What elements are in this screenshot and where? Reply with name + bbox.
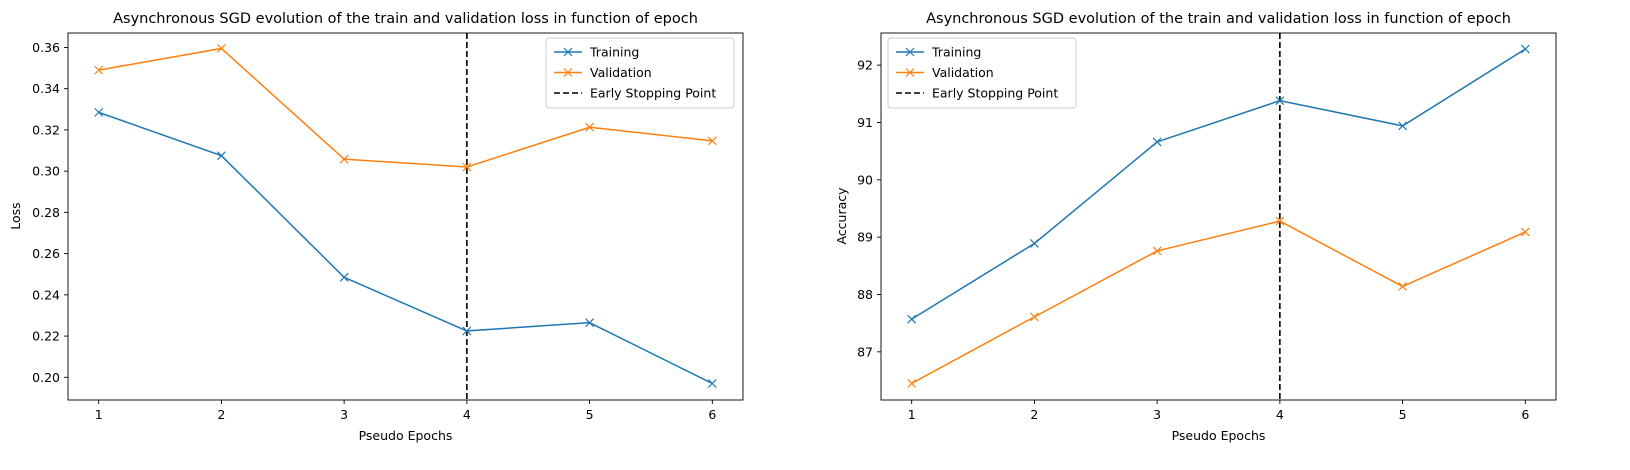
- plot-frame: [67, 32, 744, 401]
- x-tick-label: 5: [1399, 407, 1407, 422]
- y-tick-label: 0.24: [32, 287, 60, 302]
- x-tick-label: 4: [463, 407, 471, 422]
- legend-label: Early Stopping Point: [590, 86, 716, 101]
- legend: Training Validation Early Stopping Point: [545, 37, 735, 109]
- y-tick-label: 0.28: [32, 205, 60, 220]
- x-tick-label: 2: [217, 407, 225, 422]
- legend-marker: [905, 47, 915, 57]
- x-tick-label: 1: [908, 407, 916, 422]
- legend-marker: [905, 68, 915, 77]
- legend-marker: [563, 68, 573, 77]
- y-tick-label: 0.20: [32, 370, 60, 385]
- x-tick-label: 3: [340, 407, 348, 422]
- series-line-training: [98, 111, 713, 385]
- x-tick-label: 4: [1276, 407, 1284, 422]
- data-point-validation: [1152, 246, 1162, 256]
- data-point-training: [1275, 96, 1285, 106]
- legend-label: Validation: [590, 65, 652, 80]
- data-point-validation: [1275, 216, 1285, 226]
- data-point-training: [1029, 239, 1039, 248]
- y-tick-label: 0.30: [32, 164, 60, 179]
- y-tick-label: 0.22: [32, 329, 60, 344]
- legend-marker: [563, 47, 573, 57]
- data-point-training: [339, 272, 349, 282]
- y-tick-label: 90: [857, 172, 873, 187]
- series-line-training: [911, 48, 1526, 320]
- y-tick-label: 0.26: [32, 246, 60, 261]
- y-tick-label: 91: [857, 115, 873, 130]
- data-point-training: [707, 379, 717, 388]
- data-point-training: [94, 107, 104, 117]
- y-axis-label: Accuracy: [834, 187, 849, 245]
- legend-label: Validation: [932, 65, 994, 80]
- x-tick-label: 5: [586, 407, 594, 422]
- legend: Training Validation Early Stopping Point: [887, 37, 1077, 109]
- chart-title: Asynchronous SGD evolution of the train …: [926, 11, 1511, 27]
- data-point-validation: [339, 154, 349, 164]
- data-point-validation: [907, 378, 917, 388]
- legend-label: Training: [931, 45, 981, 60]
- plot-frame: [880, 32, 1557, 401]
- data-point-validation: [1029, 312, 1039, 322]
- data-point-validation: [1398, 282, 1408, 291]
- data-point-validation: [707, 136, 717, 146]
- y-tick-label: 0.34: [32, 81, 60, 96]
- data-point-training: [1398, 121, 1408, 131]
- data-point-training: [1520, 44, 1530, 54]
- x-tick-label: 6: [1521, 407, 1529, 422]
- x-tick-label: 3: [1153, 407, 1161, 422]
- x-tick-label: 2: [1030, 407, 1038, 422]
- data-point-validation: [1520, 227, 1530, 237]
- x-tick-label: 6: [708, 407, 716, 422]
- data-point-training: [462, 326, 472, 336]
- y-tick-label: 0.32: [32, 122, 60, 137]
- x-axis-label: Pseudo Epochs: [1172, 428, 1266, 443]
- y-axis-label: Loss: [8, 202, 23, 229]
- data-point-training: [216, 151, 226, 161]
- accuracy-chart: Asynchronous SGD evolution of the train …: [834, 11, 1557, 443]
- y-tick-label: 89: [857, 230, 873, 245]
- series-line-validation: [98, 47, 713, 168]
- series-line-validation: [911, 220, 1526, 385]
- data-point-validation: [585, 122, 595, 132]
- data-point-training: [907, 314, 917, 324]
- x-tick-label: 1: [95, 407, 103, 422]
- y-tick-label: 88: [857, 287, 873, 302]
- chart-title: Asynchronous SGD evolution of the train …: [113, 11, 698, 27]
- data-point-training: [585, 318, 595, 328]
- x-axis-label: Pseudo Epochs: [359, 428, 453, 443]
- legend-box: [545, 37, 735, 109]
- data-point-validation: [216, 44, 226, 53]
- data-point-validation: [462, 162, 472, 172]
- y-tick-label: 92: [857, 58, 873, 73]
- loss-chart: Asynchronous SGD evolution of the train …: [8, 11, 744, 443]
- legend-box: [887, 37, 1077, 109]
- data-point-training: [1152, 137, 1162, 147]
- legend-label: Early Stopping Point: [932, 86, 1058, 101]
- y-tick-label: 0.36: [32, 40, 60, 55]
- data-point-validation: [94, 65, 104, 75]
- y-tick-label: 87: [857, 344, 873, 359]
- legend-label: Training: [589, 45, 639, 60]
